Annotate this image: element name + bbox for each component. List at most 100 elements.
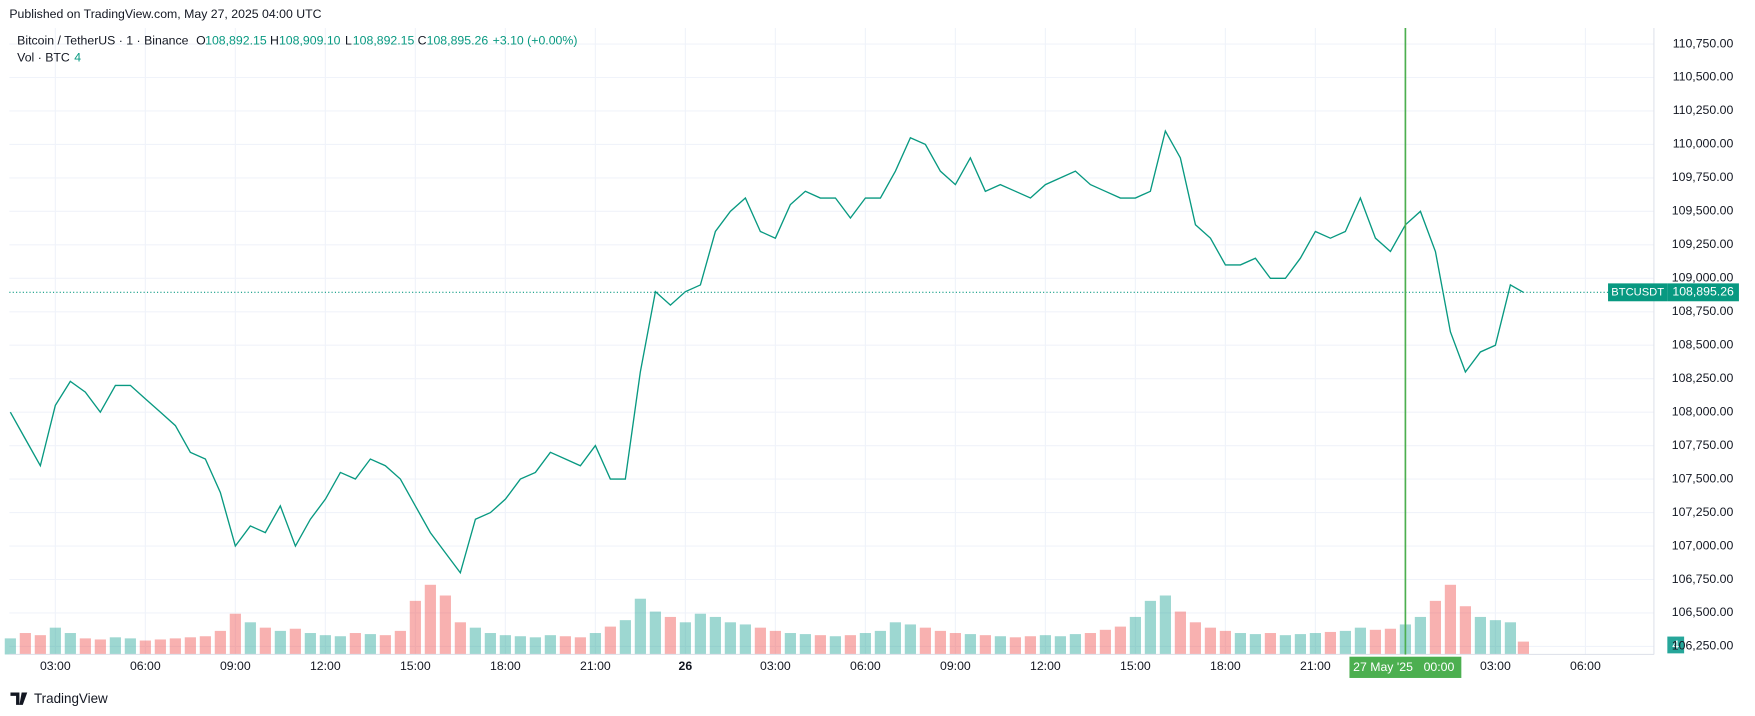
volume-bar [604,626,616,655]
volume-axis-value: 4 [1672,638,1679,652]
volume-bar [994,636,1006,655]
volume-bar [544,635,556,655]
legend-change: +3.10 (+0.00%) [493,34,578,48]
crosshair-time: 00:00 [1424,660,1455,674]
volume-bar [454,622,466,655]
volume-bar [274,630,286,655]
published-note: Published on TradingView.com, May 27, 20… [9,7,321,21]
volume-bar [364,634,376,655]
x-tick-label: 09:00 [220,659,251,673]
volume-bar [559,636,571,655]
x-tick-label: 06:00 [130,659,161,673]
y-tick-label: 110,000.00 [1673,137,1734,151]
x-tick-label: 03:00 [1480,659,1511,673]
y-tick-label: 107,750.00 [1672,438,1734,452]
volume-bar [19,633,31,655]
volume-bar [214,630,226,655]
volume-bar [964,634,976,655]
volume-bar [439,595,451,655]
y-tick-label: 107,250.00 [1672,505,1734,519]
volume-bar [574,637,586,655]
volume-bar [1084,633,1096,655]
volume-bar [184,637,196,655]
volume-bar [664,616,676,655]
legend-volume-value: 4 [74,50,81,64]
volume-bar [1264,633,1276,655]
x-tick-label: 18:00 [1210,659,1241,673]
volume-bar [859,633,871,655]
volume-bar [154,639,166,655]
volume-bar [469,627,481,655]
x-tick-label: 15:00 [400,659,431,673]
legend-value: 108,892.15 [353,34,415,48]
x-tick-label: 21:00 [580,659,611,673]
volume-bar [1459,606,1471,655]
volume-bar [409,600,421,655]
volume-bar [1009,637,1021,655]
legend-key: H [270,34,279,48]
volume-bar [1324,631,1336,655]
x-tick-label: 12:00 [310,659,341,673]
volume-bar [1249,634,1261,655]
volume-bar [34,635,46,655]
x-tick-label: 06:00 [850,659,881,673]
volume-bar [874,630,886,655]
y-tick-label: 109,000.00 [1672,271,1734,285]
volume-bar [1504,622,1517,655]
volume-bar [1069,634,1081,655]
volume-bar [1129,616,1141,655]
volume-bar [79,638,91,655]
crosshair-badge [1349,656,1462,678]
volume-bar [829,636,841,655]
volume-bar [739,624,751,655]
x-tick-label: 03:00 [40,659,71,673]
x-tick-label: 21:00 [1300,659,1331,673]
volume-bar [904,624,916,655]
volume-bar [1279,635,1291,655]
volume-bar [724,622,736,655]
volume-bar [394,630,406,655]
x-tick-label: 09:00 [940,659,971,673]
volume-bar [49,627,61,655]
volume-bar [709,616,721,655]
volume-bar [259,627,271,655]
volume-bar [1384,628,1396,655]
volume-bar [979,635,991,655]
y-tick-label: 110,500.00 [1673,70,1734,84]
volume-bar [484,633,496,655]
volume-bar [634,598,646,655]
price-line [9,129,1524,575]
y-tick-label: 108,000.00 [1672,404,1734,418]
volume-bar [529,637,541,655]
volume-bar [319,635,331,655]
volume-bar [124,638,136,655]
volume-bar [1489,620,1502,655]
volume-bar [1024,636,1036,655]
volume-bar [889,622,901,655]
volume-bar [139,640,151,655]
volume-bar [679,622,691,655]
volume-bar [94,639,106,655]
x-tick-label: 18:00 [490,659,521,673]
y-tick-label: 109,750.00 [1672,170,1734,184]
volume-bar [334,636,346,655]
volume-bar [1294,634,1306,655]
y-tick-label: 106,500.00 [1672,605,1734,619]
volume-bar [499,635,511,655]
y-tick-label: 110,250.00 [1673,103,1734,117]
legend-value: 108,892.15 [205,34,267,48]
volume-bar [379,635,391,655]
volume-bar [1204,627,1216,655]
y-tick-label: 106,250.00 [1672,639,1734,653]
price-badge-label: 108,895.26 [1672,285,1734,299]
y-tick-label: 109,500.00 [1672,204,1734,218]
volume-bar [784,633,796,655]
volume-bar [694,613,706,655]
volume-bar [814,635,826,655]
volume-bar [1039,635,1051,655]
volume-axis-badge [1667,636,1685,654]
volume-bar [1099,629,1111,655]
volume-bar [1174,611,1186,655]
volume-bar [424,584,436,655]
volume-bar [1309,633,1321,655]
